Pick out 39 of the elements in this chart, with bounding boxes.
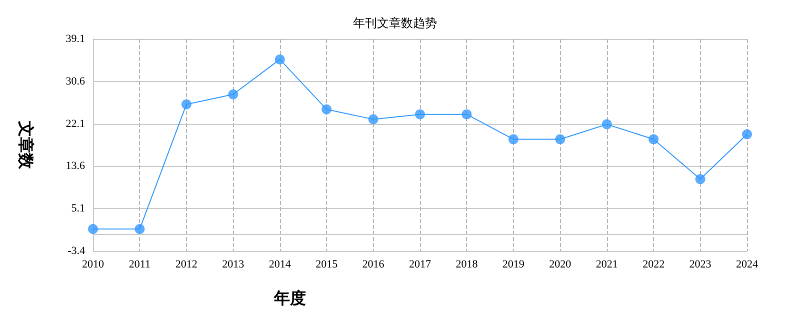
y-tick-label: 39.1	[66, 33, 85, 45]
x-tick-label: 2023	[689, 258, 712, 270]
point	[462, 109, 472, 120]
x-tick-label: 2020	[549, 258, 572, 270]
point	[368, 114, 378, 124]
x-tick-label: 2015	[316, 258, 338, 270]
x-tick-label: 2010	[82, 258, 104, 270]
x-tick-label: 2014	[268, 258, 292, 270]
x-tick-label: 2012	[175, 258, 198, 270]
point	[742, 129, 752, 140]
point	[134, 224, 145, 234]
point	[228, 89, 238, 100]
x-tick-label: 2013	[222, 258, 245, 270]
x-tick-label: 2017	[409, 258, 432, 270]
x-tick-label: 2021	[596, 258, 618, 270]
y-tick-label: 30.6	[66, 75, 86, 88]
y-tick-label: 22.1	[66, 118, 85, 130]
y-tick-label: 13.6	[66, 160, 86, 172]
x-axis-title: 年度	[273, 288, 306, 308]
point	[88, 224, 98, 234]
point	[322, 104, 332, 114]
point	[274, 54, 285, 64]
point	[602, 119, 612, 130]
y-tick-label: -3.4	[68, 245, 86, 257]
point	[508, 134, 518, 144]
x-tick-label: 2011	[128, 258, 151, 270]
x-tick-label: 2022	[642, 258, 665, 270]
x-tick-label: 2019	[502, 258, 525, 270]
x-tick-label: 2016	[362, 258, 385, 270]
x-tick-label: 2024	[736, 258, 758, 270]
x-tick-label: 2018	[456, 258, 478, 270]
point	[415, 109, 425, 120]
point	[695, 174, 706, 184]
y-axis-title: 文章数	[16, 120, 34, 170]
y-tick-label: 5.1	[71, 202, 85, 215]
point	[555, 134, 566, 144]
point	[648, 134, 659, 144]
point	[181, 99, 192, 110]
chart-title: 年刊文章数趋势	[353, 16, 437, 30]
